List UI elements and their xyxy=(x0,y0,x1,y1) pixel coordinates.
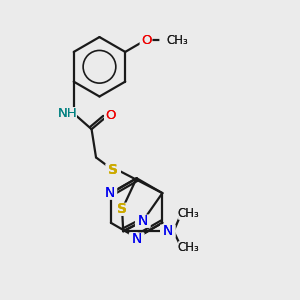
FancyBboxPatch shape xyxy=(135,215,150,228)
Text: S: S xyxy=(108,163,118,177)
Text: N: N xyxy=(104,186,115,200)
FancyBboxPatch shape xyxy=(178,241,199,254)
FancyBboxPatch shape xyxy=(163,34,189,46)
Text: O: O xyxy=(105,109,116,122)
Text: N: N xyxy=(131,232,142,246)
FancyBboxPatch shape xyxy=(57,107,77,120)
Text: N: N xyxy=(104,186,115,200)
FancyBboxPatch shape xyxy=(178,241,199,254)
FancyBboxPatch shape xyxy=(162,34,188,46)
FancyBboxPatch shape xyxy=(114,203,130,216)
FancyBboxPatch shape xyxy=(106,164,121,176)
Text: N: N xyxy=(163,224,173,238)
FancyBboxPatch shape xyxy=(140,34,152,46)
Text: S: S xyxy=(108,163,118,177)
Text: CH₃: CH₃ xyxy=(178,241,200,254)
Text: CH₃: CH₃ xyxy=(166,34,188,46)
Text: CH₃: CH₃ xyxy=(166,34,188,46)
FancyBboxPatch shape xyxy=(57,107,77,120)
FancyBboxPatch shape xyxy=(160,225,176,238)
Text: O: O xyxy=(141,34,151,46)
Text: N: N xyxy=(137,214,148,228)
FancyBboxPatch shape xyxy=(160,225,176,238)
Text: O: O xyxy=(141,34,151,46)
Text: N: N xyxy=(137,214,148,228)
FancyBboxPatch shape xyxy=(129,232,144,246)
Text: NH: NH xyxy=(57,107,77,120)
Text: CH₃: CH₃ xyxy=(178,207,200,220)
FancyBboxPatch shape xyxy=(106,164,121,176)
Text: CH₃: CH₃ xyxy=(178,241,200,254)
Text: NH: NH xyxy=(57,107,77,120)
FancyBboxPatch shape xyxy=(178,207,199,220)
Text: S: S xyxy=(117,202,127,216)
FancyBboxPatch shape xyxy=(102,187,117,200)
Text: CH₃: CH₃ xyxy=(178,207,200,220)
FancyBboxPatch shape xyxy=(114,203,130,216)
FancyBboxPatch shape xyxy=(164,34,190,46)
FancyBboxPatch shape xyxy=(129,232,144,246)
FancyBboxPatch shape xyxy=(135,215,150,228)
Text: N: N xyxy=(163,224,173,238)
FancyBboxPatch shape xyxy=(178,207,199,220)
FancyBboxPatch shape xyxy=(104,109,116,122)
FancyBboxPatch shape xyxy=(102,187,117,200)
FancyBboxPatch shape xyxy=(164,34,190,46)
Text: N: N xyxy=(131,232,142,246)
Text: S: S xyxy=(117,202,127,216)
FancyBboxPatch shape xyxy=(159,34,190,46)
FancyBboxPatch shape xyxy=(140,34,152,46)
Text: O: O xyxy=(105,109,116,122)
FancyBboxPatch shape xyxy=(104,109,116,122)
